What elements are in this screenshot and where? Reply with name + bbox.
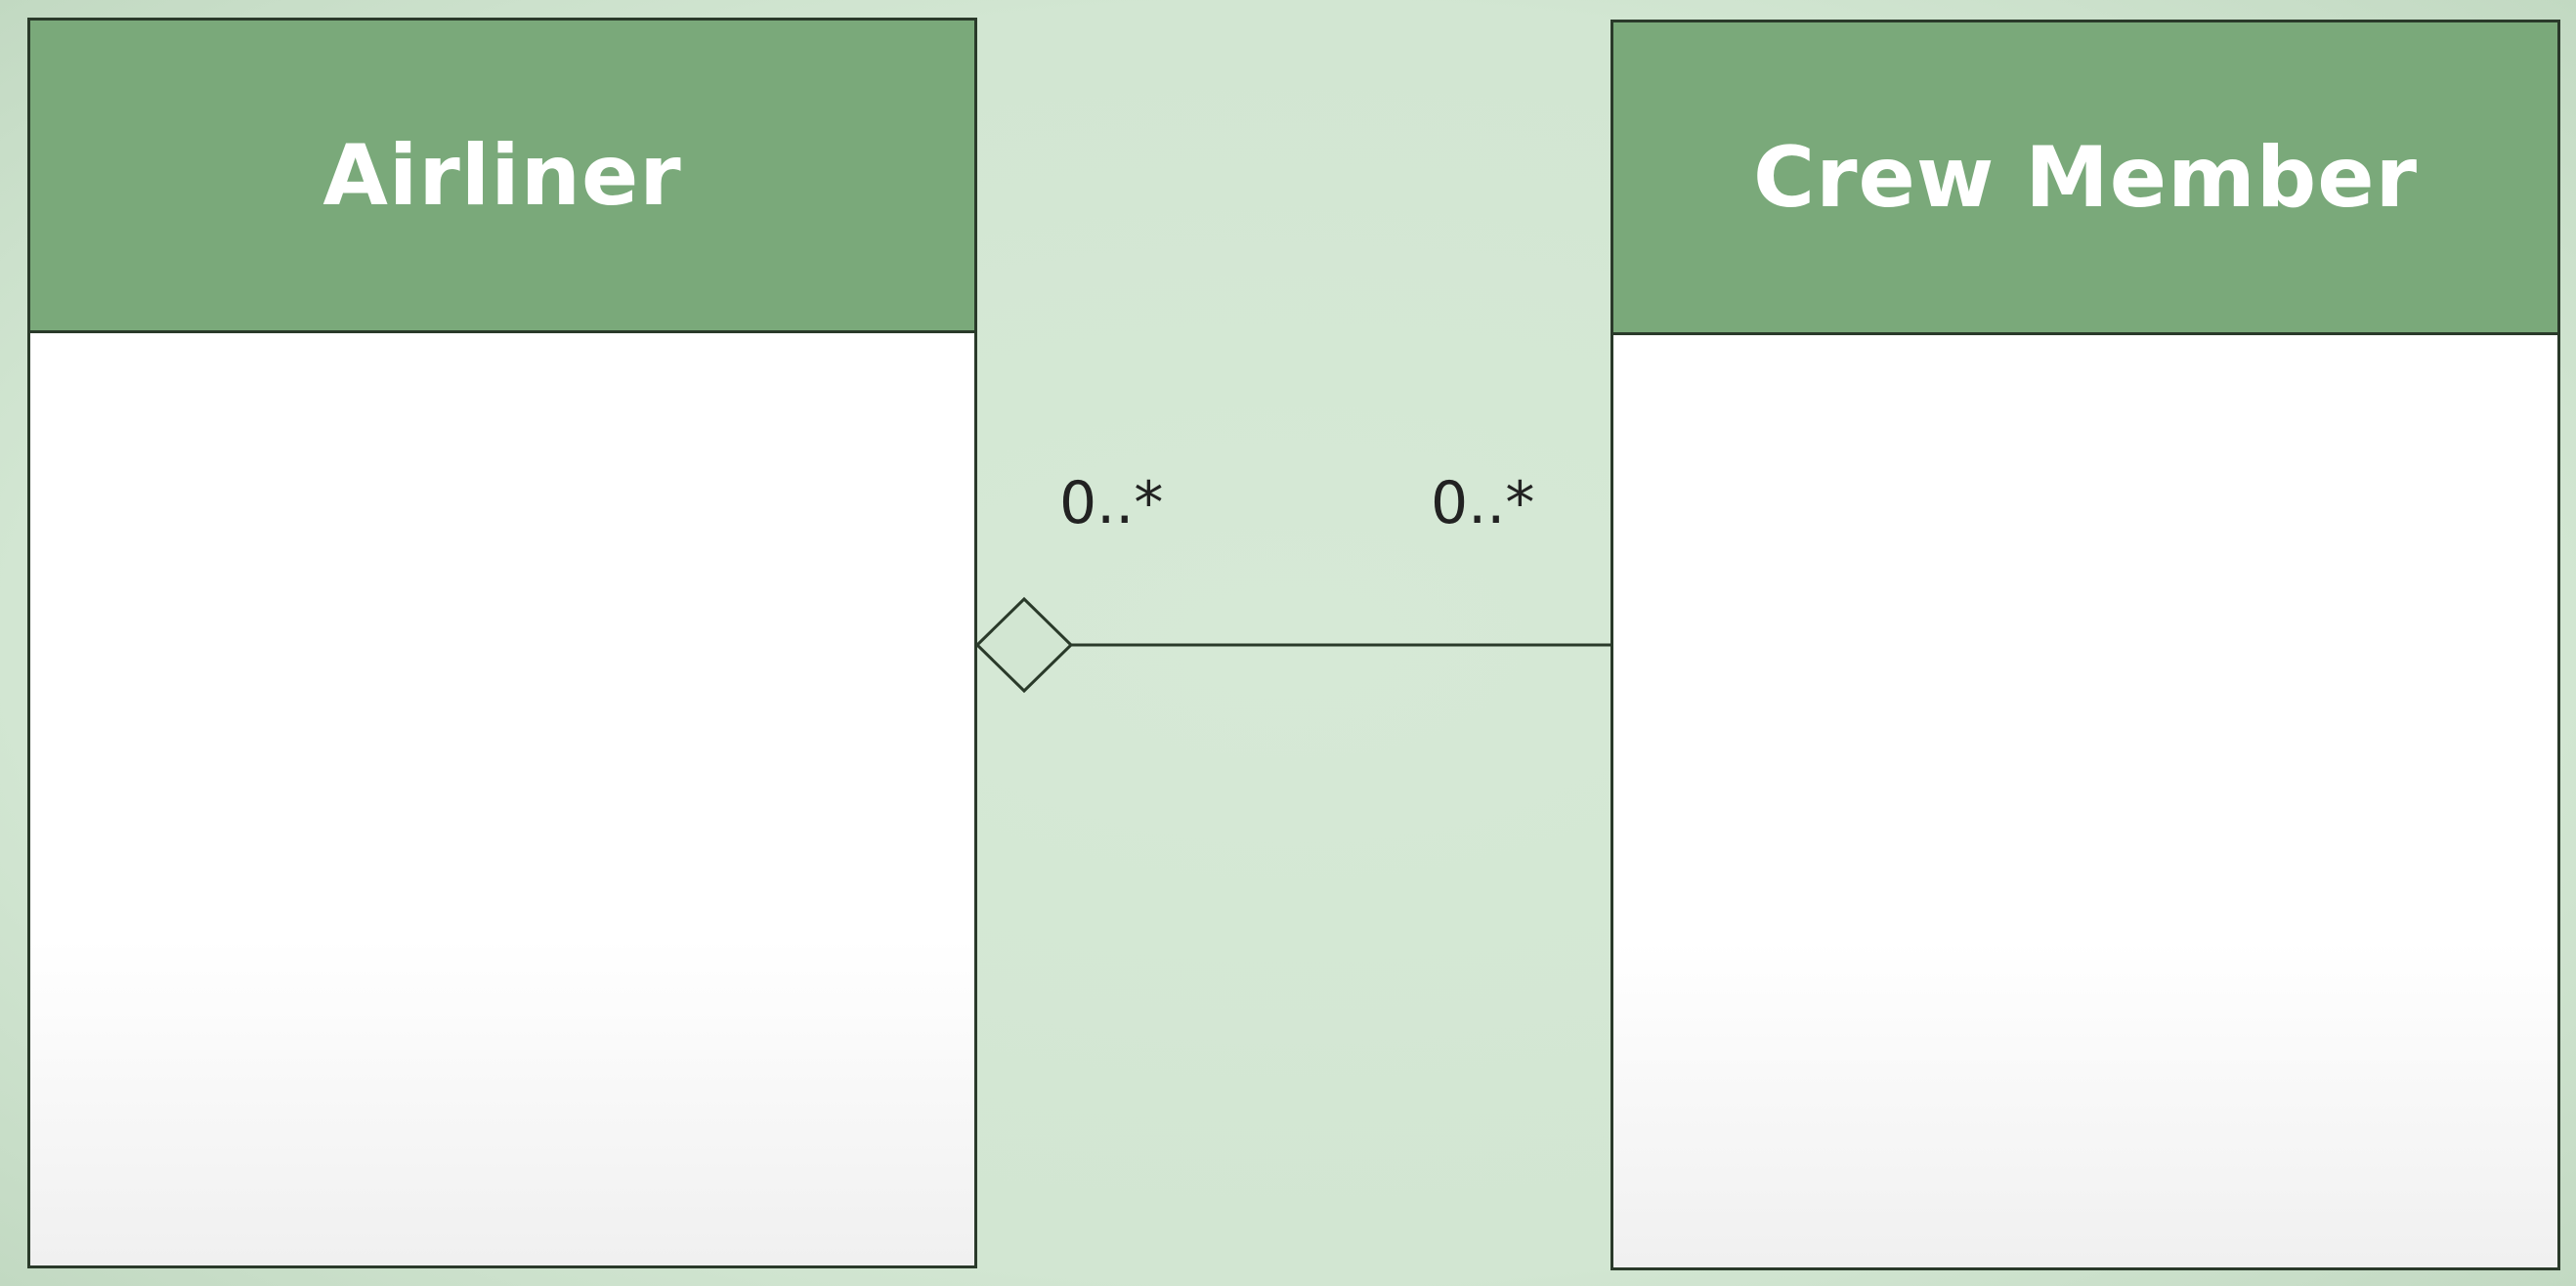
multiplicity-right: 0..* [1431,469,1535,537]
class-box-airliner: Airliner [27,18,977,1268]
class-body [30,333,974,1265]
class-name: Crew Member [1752,128,2419,227]
class-body [1613,335,2557,1267]
multiplicity-left: 0..* [1059,469,1164,537]
class-header: Airliner [30,21,974,333]
class-name: Airliner [322,126,682,225]
aggregation-diamond-icon [974,596,1074,694]
class-box-crew-member: Crew Member [1610,20,2560,1270]
class-header: Crew Member [1613,22,2557,335]
